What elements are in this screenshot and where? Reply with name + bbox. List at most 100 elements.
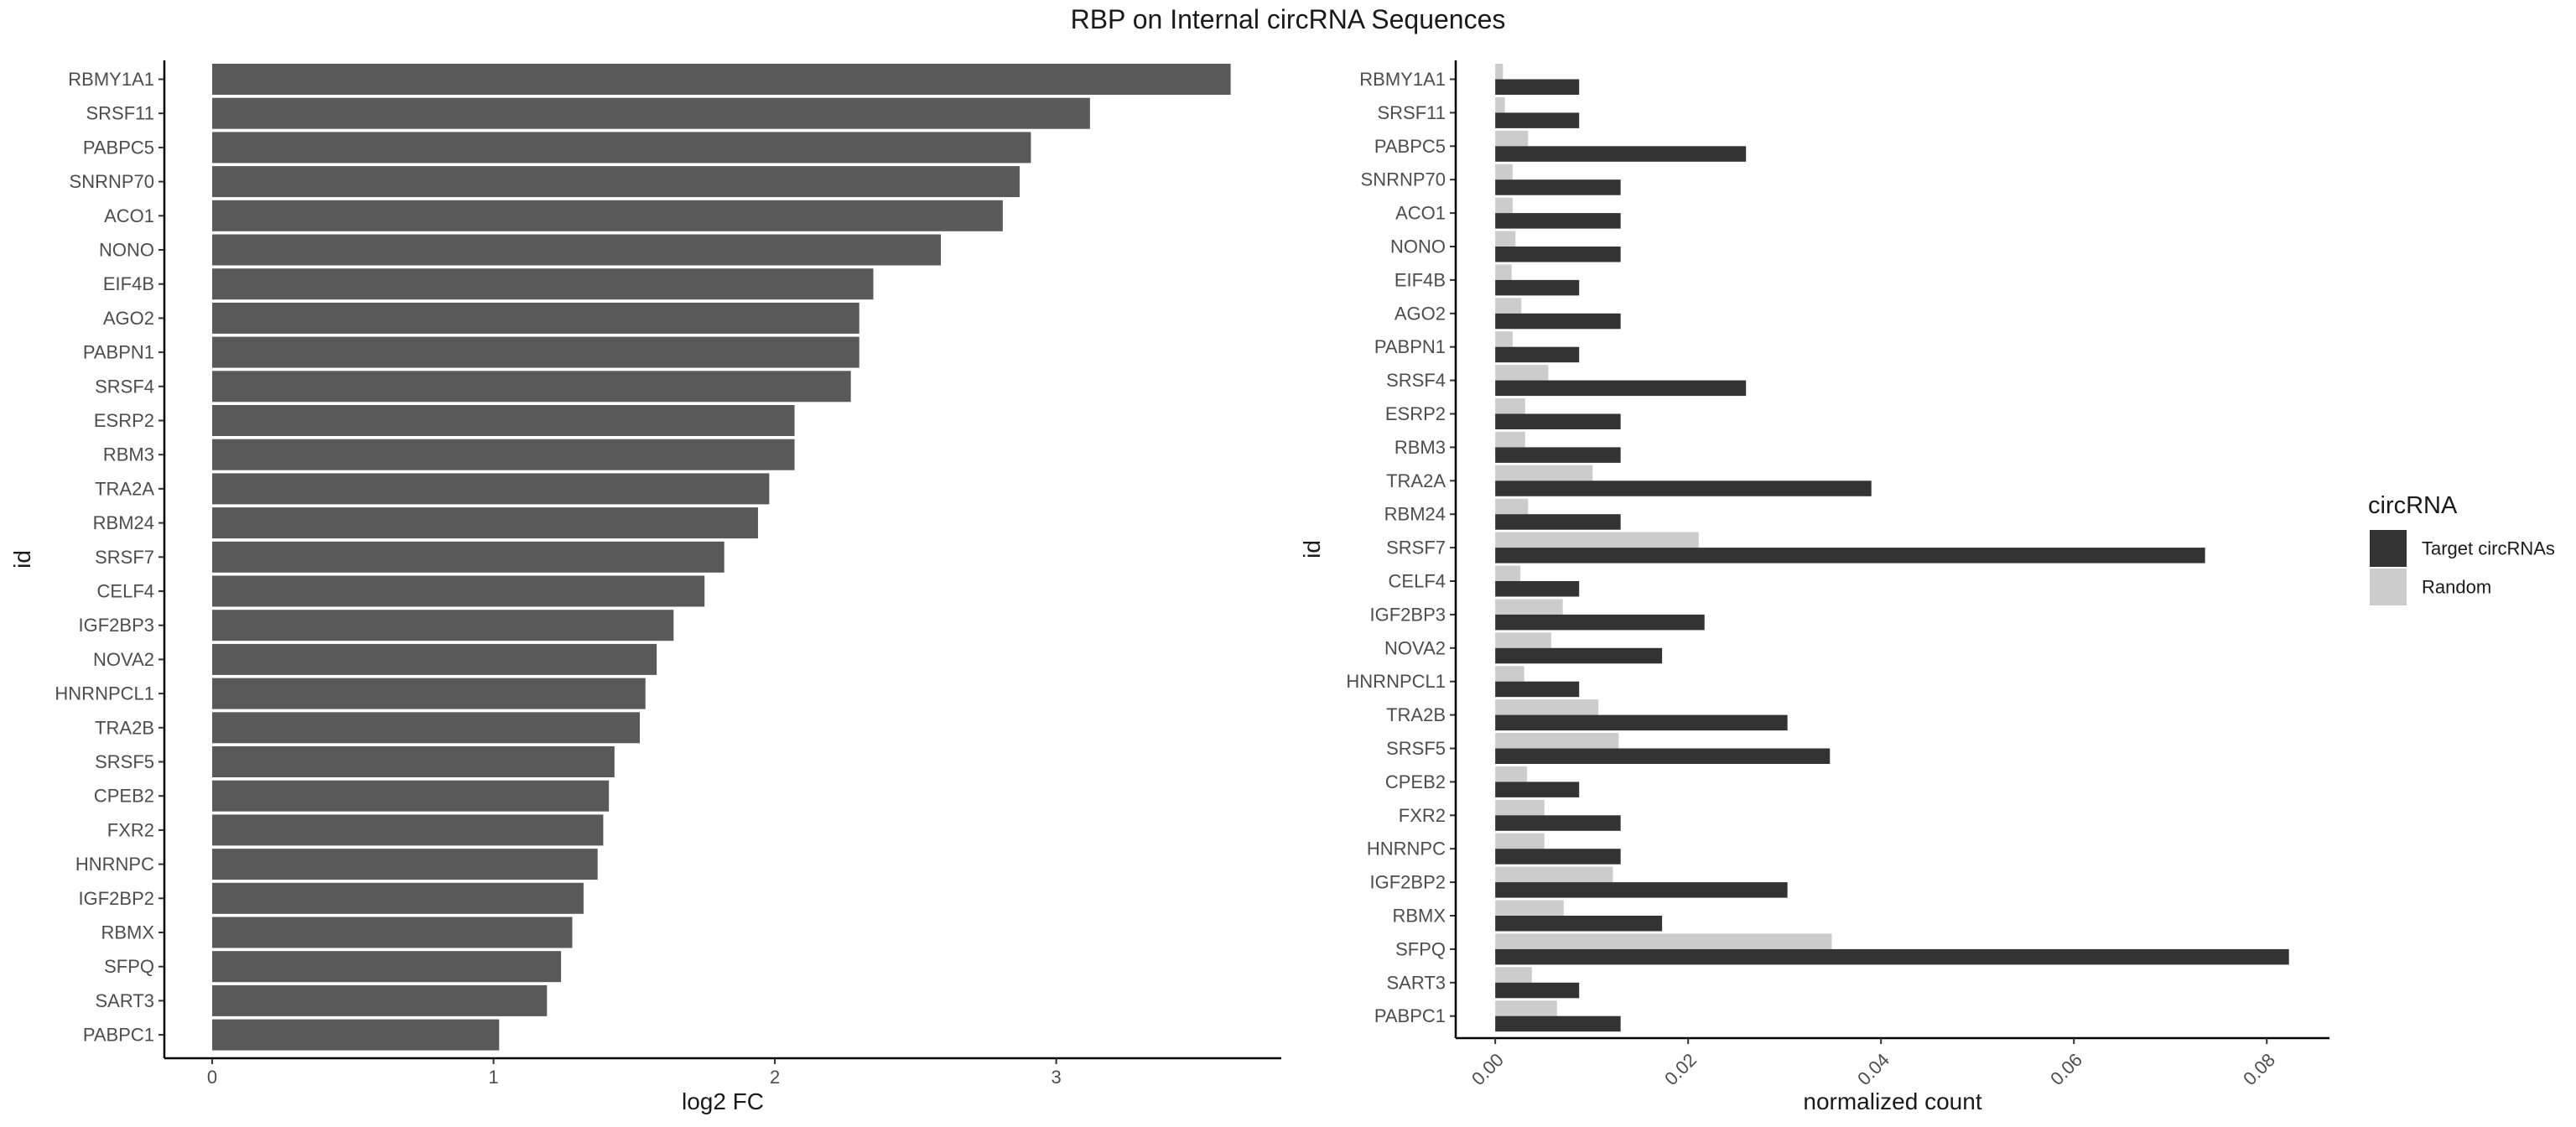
x-tick-label-0-08: 0.08 — [2239, 1049, 2279, 1089]
bar-srsf11 — [212, 97, 1090, 129]
y-tick-label-fxr2: FXR2 — [107, 819, 154, 840]
bar-rbm3 — [212, 439, 795, 470]
x-tick-label-0-04: 0.04 — [1853, 1049, 1893, 1089]
bar-target-celf4 — [1495, 581, 1580, 597]
bar-target-eif4b — [1495, 279, 1580, 296]
y-tick-label-cpeb2: CPEB2 — [94, 786, 154, 807]
bar-random-rbm3 — [1495, 431, 1525, 448]
y-tick-label-srsf7: SRSF7 — [95, 547, 154, 568]
bar-rbmx — [212, 917, 573, 948]
y-tick-label-hnrnpc: HNRNPC — [1367, 839, 1446, 860]
bar-random-igf2bp2 — [1495, 866, 1613, 883]
bar-random-srsf7 — [1495, 532, 1699, 548]
y-tick-label-rbm24: RBM24 — [93, 512, 154, 533]
y-tick-label-rbmy1a1: RBMY1A1 — [68, 69, 154, 90]
y-tick-label-esrp2: ESRP2 — [1385, 403, 1446, 424]
y-tick-label-nova2: NOVA2 — [93, 649, 154, 670]
y-tick-label-pabpc5: PABPC5 — [1374, 136, 1446, 157]
bar-target-pabpc5 — [1495, 146, 1747, 162]
bar-target-hnrnpcl1 — [1495, 681, 1580, 698]
legend-swatch-target-circrnas — [2370, 530, 2407, 567]
y-tick-label-nono: NONO — [1390, 236, 1446, 257]
y-tick-label-pabpn1: PABPN1 — [1374, 336, 1446, 357]
y-tick-label-tra2b: TRA2B — [95, 717, 154, 738]
y-tick-label-pabpc1: PABPC1 — [1374, 1005, 1446, 1026]
bar-igf2bp3 — [212, 610, 674, 641]
y-tick-label-srsf5: SRSF5 — [95, 751, 154, 772]
legend-title: circRNA — [2368, 492, 2458, 519]
bar-igf2bp2 — [212, 882, 584, 914]
bar-random-cpeb2 — [1495, 766, 1528, 782]
bar-random-snrnp70 — [1495, 164, 1513, 180]
normalized-count-panel: RBMY1A1 SRSF11 PABPC5 SNRNP70 ACO1 NONO EIF4B A… — [1299, 60, 2329, 1114]
bar-random-eif4b — [1495, 264, 1512, 280]
y-tick-label-tra2b: TRA2B — [1386, 704, 1446, 725]
y-axis-title: id — [1299, 540, 1325, 558]
y-tick-label-cpeb2: CPEB2 — [1385, 771, 1446, 792]
y-tick-label-snrnp70: SNRNP70 — [1361, 169, 1446, 190]
bar-random-hnrnpcl1 — [1495, 666, 1524, 682]
bar-srsf7 — [212, 541, 724, 573]
y-tick-label-aco1: ACO1 — [104, 205, 154, 226]
bar-target-srsf5 — [1495, 748, 1831, 764]
bar-random-srsf4 — [1495, 365, 1549, 381]
bar-target-rbmy1a1 — [1495, 79, 1580, 95]
y-tick-label-eif4b: EIF4B — [103, 273, 154, 294]
bar-random-igf2bp3 — [1495, 599, 1563, 615]
x-tick-label-0-00: 0.00 — [1467, 1049, 1508, 1089]
bar-target-nova2 — [1495, 647, 1663, 664]
y-tick-label-esrp2: ESRP2 — [94, 410, 154, 431]
legend-label-random: Random — [2422, 577, 2491, 598]
bar-random-pabpc5 — [1495, 130, 1529, 147]
bar-cpeb2 — [212, 780, 610, 812]
y-tick-label-srsf4: SRSF4 — [95, 376, 154, 397]
legend-swatch-random — [2370, 569, 2407, 605]
bar-random-aco1 — [1495, 197, 1513, 214]
bar-random-sfpq — [1495, 933, 1832, 949]
bar-eif4b — [212, 268, 874, 300]
bar-target-srsf11 — [1495, 112, 1580, 128]
bar-random-nova2 — [1495, 632, 1551, 648]
log2fc-panel: RBMY1A1 SRSF11 PABPC5 SNRNP70 ACO1 NONO EIF4B A… — [9, 60, 1281, 1114]
x-axis-title: normalized count — [1803, 1088, 1981, 1114]
y-tick-label-rbmx: RBMX — [101, 922, 154, 943]
bar-target-srsf7 — [1495, 548, 2205, 564]
y-tick-label-pabpc1: PABPC1 — [83, 1025, 154, 1046]
bar-pabpc1 — [212, 1019, 500, 1051]
bar-random-sart3 — [1495, 967, 1532, 983]
y-tick-label-rbmx: RBMX — [1392, 906, 1446, 927]
bar-aco1 — [212, 200, 1003, 231]
bar-hnrnpcl1 — [212, 678, 646, 709]
y-tick-label-eif4b: EIF4B — [1394, 269, 1446, 290]
bar-hnrnpc — [212, 849, 598, 880]
bar-ago2 — [212, 302, 860, 334]
bar-target-ago2 — [1495, 313, 1621, 330]
legend-label-target-circrnas: Target circRNAs — [2422, 538, 2555, 559]
y-tick-label-igf2bp2: IGF2BP2 — [1370, 872, 1446, 893]
bar-target-srsf4 — [1495, 380, 1747, 397]
bar-sfpq — [212, 951, 562, 983]
y-tick-label-igf2bp3: IGF2BP3 — [79, 615, 154, 636]
bar-target-rbm3 — [1495, 447, 1621, 463]
bar-random-srsf11 — [1495, 96, 1505, 113]
x-tick-label-0-02: 0.02 — [1660, 1049, 1701, 1089]
bar-tra2b — [212, 712, 641, 744]
y-tick-label-srsf7: SRSF7 — [1386, 538, 1446, 558]
bar-target-tra2b — [1495, 714, 1788, 731]
y-tick-label-ago2: AGO2 — [103, 308, 154, 329]
x-tick-label-1: 1 — [488, 1067, 498, 1088]
y-tick-label-fxr2: FXR2 — [1399, 805, 1446, 826]
bar-random-rbmx — [1495, 900, 1564, 916]
bar-target-aco1 — [1495, 213, 1621, 229]
x-axis-title: log2 FC — [682, 1088, 764, 1114]
bar-rbmy1a1 — [212, 64, 1231, 95]
bar-tra2a — [212, 473, 770, 505]
bar-sart3 — [212, 984, 548, 1016]
bar-target-pabpc1 — [1495, 1015, 1621, 1032]
bar-random-srsf5 — [1495, 733, 1619, 749]
y-tick-label-sart3: SART3 — [95, 990, 154, 1011]
bar-random-hnrnpc — [1495, 833, 1545, 849]
bar-target-sfpq — [1495, 948, 2289, 965]
bar-target-sart3 — [1495, 982, 1580, 999]
